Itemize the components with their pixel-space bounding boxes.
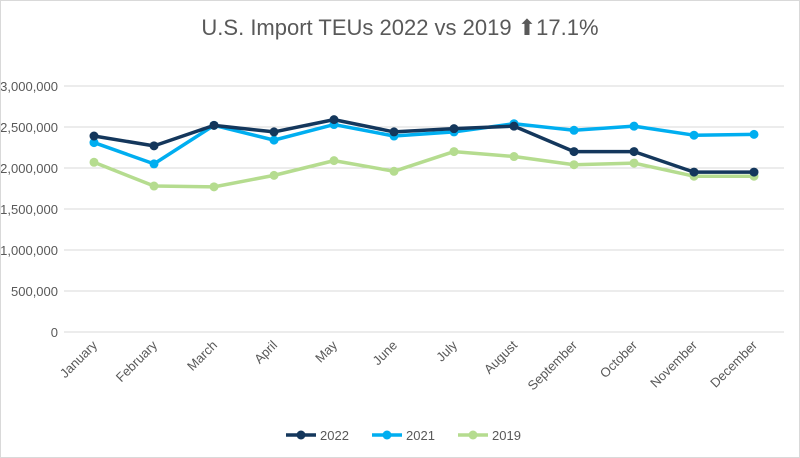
- data-point-2022: [149, 141, 159, 151]
- x-tick-label: June: [370, 338, 401, 369]
- y-tick-label: 1,500,000: [1, 202, 58, 217]
- data-point-2021: [629, 121, 639, 131]
- x-tick-label: September: [525, 337, 581, 393]
- data-point-2019: [629, 158, 639, 168]
- data-point-2019: [569, 160, 579, 170]
- data-point-2021: [749, 129, 759, 139]
- x-tick-label: April: [251, 337, 280, 366]
- data-point-2021: [149, 159, 159, 169]
- data-point-2022: [269, 127, 279, 137]
- legend-marker-2022: [296, 430, 306, 440]
- data-point-2019: [329, 156, 339, 166]
- x-tick-label: November: [647, 337, 700, 390]
- data-point-2022: [689, 167, 699, 177]
- title-text: U.S. Import TEUs 2022 vs 2019: [201, 15, 512, 40]
- data-point-2019: [269, 170, 279, 180]
- x-tick-label: August: [481, 337, 520, 376]
- legend-label: 2021: [406, 428, 435, 443]
- legend-marker-2021: [382, 430, 392, 440]
- data-point-2019: [449, 147, 459, 157]
- x-tick-label: October: [597, 337, 641, 381]
- data-point-2019: [509, 152, 519, 162]
- legend-marker-2019: [468, 430, 478, 440]
- y-tick-label: 2,500,000: [1, 120, 58, 135]
- x-tick-label: March: [184, 338, 220, 374]
- data-point-2021: [269, 135, 279, 145]
- x-tick-label: January: [57, 337, 101, 381]
- x-tick-label: February: [113, 337, 161, 385]
- title-badge-text: 17.1%: [536, 15, 599, 40]
- series-line-2022: [93, 117, 754, 174]
- data-point-2022: [89, 131, 99, 141]
- y-tick-label: 2,000,000: [1, 161, 58, 176]
- y-tick-label: 500,000: [11, 284, 58, 299]
- chart-title: U.S. Import TEUs 2022 vs 2019 ⬆17.1%: [1, 15, 799, 41]
- data-point-2022: [509, 121, 519, 131]
- arrow-up-icon: ⬆: [517, 15, 537, 40]
- series-line-2021: [93, 121, 755, 166]
- data-point-2019: [149, 181, 159, 191]
- data-point-2022: [629, 147, 639, 157]
- series-line-2019: [93, 149, 754, 189]
- x-tick-label: May: [312, 337, 340, 365]
- data-point-2022: [749, 167, 759, 177]
- data-point-2022: [569, 147, 579, 157]
- x-tick-label: December: [707, 337, 760, 390]
- legend-label: 2022: [320, 428, 349, 443]
- y-tick-label: 0: [51, 325, 58, 340]
- y-tick-label: 1,000,000: [1, 243, 58, 258]
- y-tick-label: 3,000,000: [1, 79, 58, 94]
- data-point-2022: [389, 127, 399, 137]
- legend-label: 2019: [492, 428, 521, 443]
- data-point-2021: [569, 125, 579, 135]
- data-point-2021: [689, 130, 699, 140]
- x-tick-label: July: [433, 337, 460, 364]
- data-point-2021: [89, 138, 99, 148]
- data-point-2022: [449, 124, 459, 134]
- data-point-2019: [209, 182, 219, 192]
- data-point-2019: [389, 166, 399, 176]
- data-point-2019: [89, 157, 99, 167]
- data-point-2022: [209, 120, 219, 130]
- data-point-2022: [329, 115, 339, 125]
